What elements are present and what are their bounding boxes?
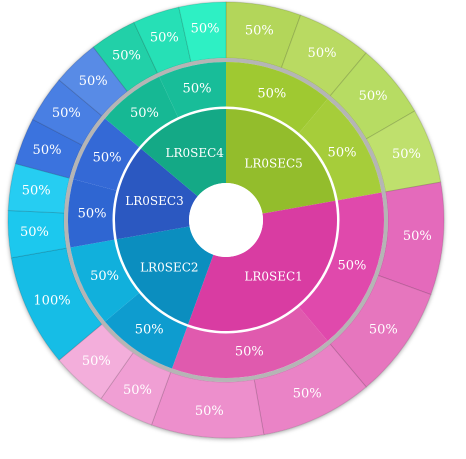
outer-slice-label: 50% [22,183,51,198]
inner-slice[interactable] [188,200,338,331]
outer-slice-label: 50% [112,48,141,63]
inner-slice-label: LR0SEC4 [165,146,224,160]
inner-slice[interactable] [226,109,336,214]
middle-slice[interactable] [70,239,141,322]
outer-slice-label: 50% [245,23,274,38]
middle-slice[interactable] [104,76,180,149]
outer-slice-label: 50% [52,106,81,121]
outer-slice-label: 50% [359,89,388,104]
outer-slice-label: 50% [293,387,322,402]
middle-ring [68,62,384,379]
middle-slice-label: 50% [93,151,122,166]
middle-slice-label: 50% [235,345,264,360]
outer-separator-ring [64,58,388,382]
middle-slice[interactable] [68,179,119,248]
inner-slice-label: LR0SEC5 [244,156,302,170]
center-hole [189,183,263,257]
outer-slice-label: 50% [403,229,432,244]
middle-slice-label: 50% [257,87,286,102]
outer-slice-label: 50% [82,354,111,369]
outer-slice-label: 50% [308,46,337,61]
inner-slice-label: LR0SEC1 [244,270,302,284]
middle-slice-label: 50% [337,258,366,273]
outer-slice-label: 50% [392,147,421,162]
inner-ring [115,109,338,331]
middle-slice[interactable] [104,291,189,369]
outer-slice-label: 50% [79,74,108,89]
middle-slice-label: 50% [90,269,119,284]
outer-slice-label: 50% [123,383,152,398]
middle-slice[interactable] [159,62,226,120]
middle-slice-label: 50% [183,82,212,97]
middle-slice-label: 50% [135,322,164,337]
middle-slice[interactable] [297,192,384,342]
inner-slice-label: LR0SEC2 [140,261,198,275]
middle-slice[interactable] [172,305,328,379]
inner-slice[interactable] [115,148,198,240]
inner-slice[interactable] [140,109,226,197]
middle-slice-label: 50% [328,146,357,161]
outer-slice-label: 50% [195,404,224,419]
middle-slice[interactable] [226,62,328,135]
inner-separator-ring [112,106,340,334]
inner-slice-label: LR0SEC3 [125,194,183,208]
outer-slice-label: 50% [150,31,179,46]
outer-slice-label: 50% [191,22,220,37]
inner-slice[interactable] [116,226,214,325]
outer-slice-label: 50% [20,225,49,240]
outer-slice-label: 50% [33,143,62,158]
outer-slice-label: 50% [369,323,398,338]
labels: LR0SEC5 LR0SEC1 LR0SEC2 LR0SEC3 LR0SEC4 50% 50… [20,22,432,419]
outer-slice-label: 100% [33,294,70,309]
middle-slice-label: 50% [78,207,107,222]
middle-slice[interactable] [297,98,382,201]
middle-slice-label: 50% [130,106,159,121]
